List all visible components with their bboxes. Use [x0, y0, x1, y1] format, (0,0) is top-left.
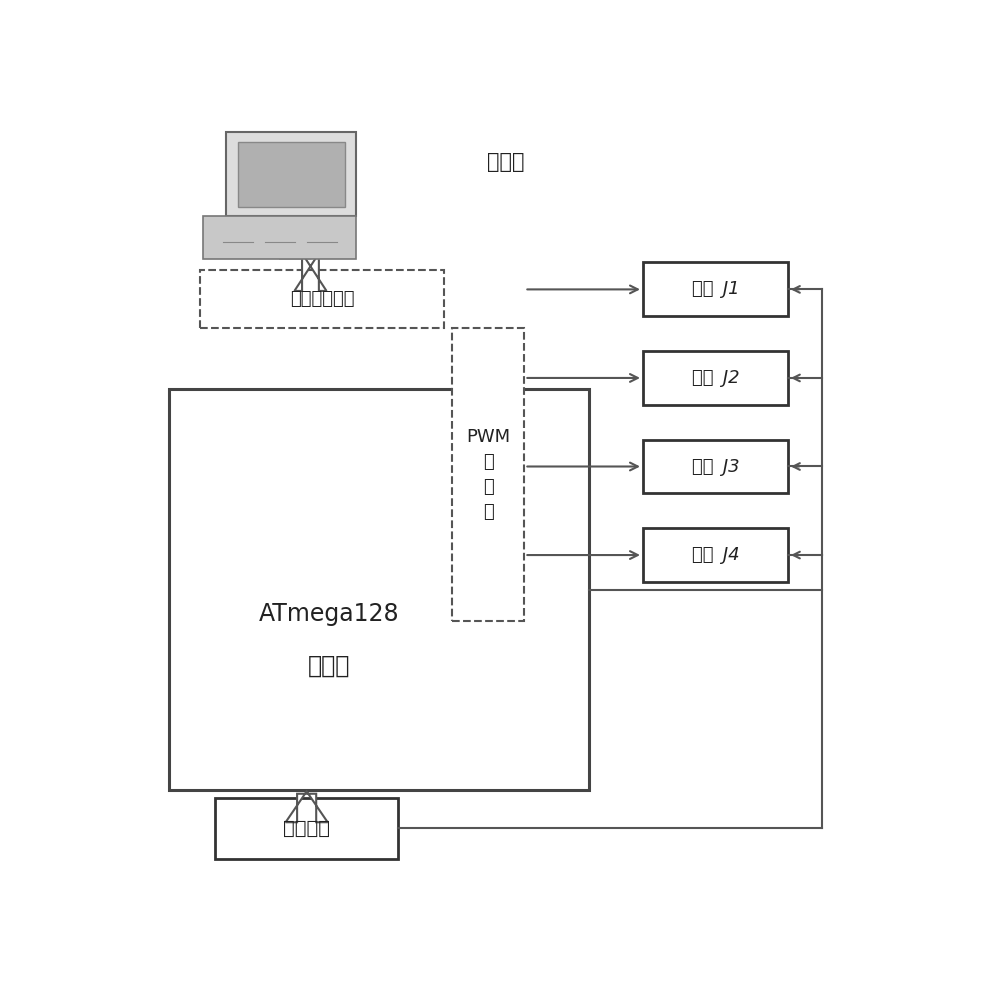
- Bar: [203, 216, 356, 259]
- Text: ATmega128: ATmega128: [258, 602, 399, 626]
- Polygon shape: [280, 216, 311, 259]
- Text: 无线收发模块: 无线收发模块: [290, 290, 354, 308]
- Bar: [227, 132, 356, 216]
- Text: 上位机: 上位机: [486, 152, 525, 172]
- Text: 控制板: 控制板: [308, 654, 350, 678]
- Text: 舐机  J3: 舐机 J3: [691, 458, 740, 476]
- Text: 舐机  J2: 舐机 J2: [691, 369, 740, 387]
- Text: 电源模块: 电源模块: [283, 819, 330, 838]
- Bar: [215, 798, 398, 859]
- Bar: [643, 262, 788, 316]
- Polygon shape: [286, 791, 327, 822]
- Bar: [199, 270, 445, 328]
- Bar: [238, 142, 345, 207]
- Bar: [643, 351, 788, 405]
- Polygon shape: [295, 242, 326, 291]
- Bar: [452, 328, 525, 620]
- Bar: [643, 440, 788, 493]
- Bar: [643, 528, 788, 582]
- Text: 舐机  J4: 舐机 J4: [691, 546, 740, 564]
- Bar: [170, 389, 590, 790]
- Text: PWM
发
生
器: PWM 发 生 器: [466, 428, 510, 521]
- Text: 舐机  J1: 舐机 J1: [691, 280, 740, 298]
